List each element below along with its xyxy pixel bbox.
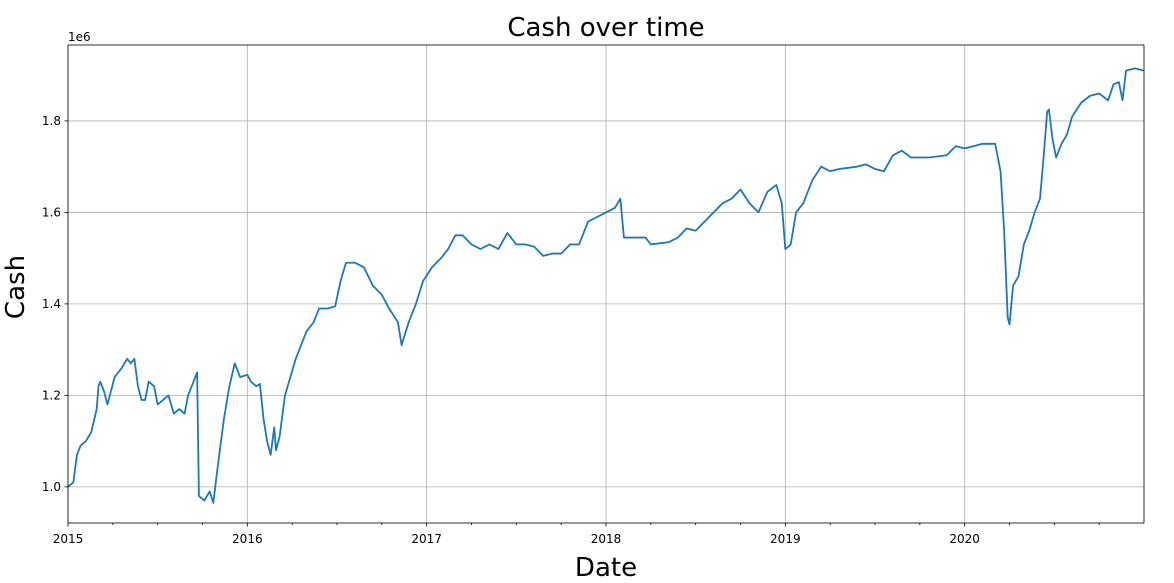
x-tick-label: 2017 (411, 532, 442, 546)
chart-title: Cash over time (507, 13, 704, 43)
x-tick-label: 2019 (770, 532, 801, 546)
plot-frame (67, 44, 1145, 524)
x-tick-label: 2015 (53, 532, 84, 546)
x-axis-label: Date (575, 553, 637, 583)
offset-label: 1e6 (68, 30, 91, 44)
data-line (67, 67, 1145, 504)
y-tick-label: 1.0 (42, 480, 61, 494)
y-tick-label: 1.2 (42, 388, 61, 402)
x-tick-label: 2020 (949, 532, 980, 546)
x-tick-label: 2016 (232, 532, 263, 546)
y-tick-label: 1.6 (42, 205, 61, 219)
x-tick-label: 2018 (591, 532, 622, 546)
y-axis-label: Cash (1, 255, 31, 319)
y-tick-label: 1.4 (42, 297, 61, 311)
y-tick-label: 1.8 (42, 114, 61, 128)
